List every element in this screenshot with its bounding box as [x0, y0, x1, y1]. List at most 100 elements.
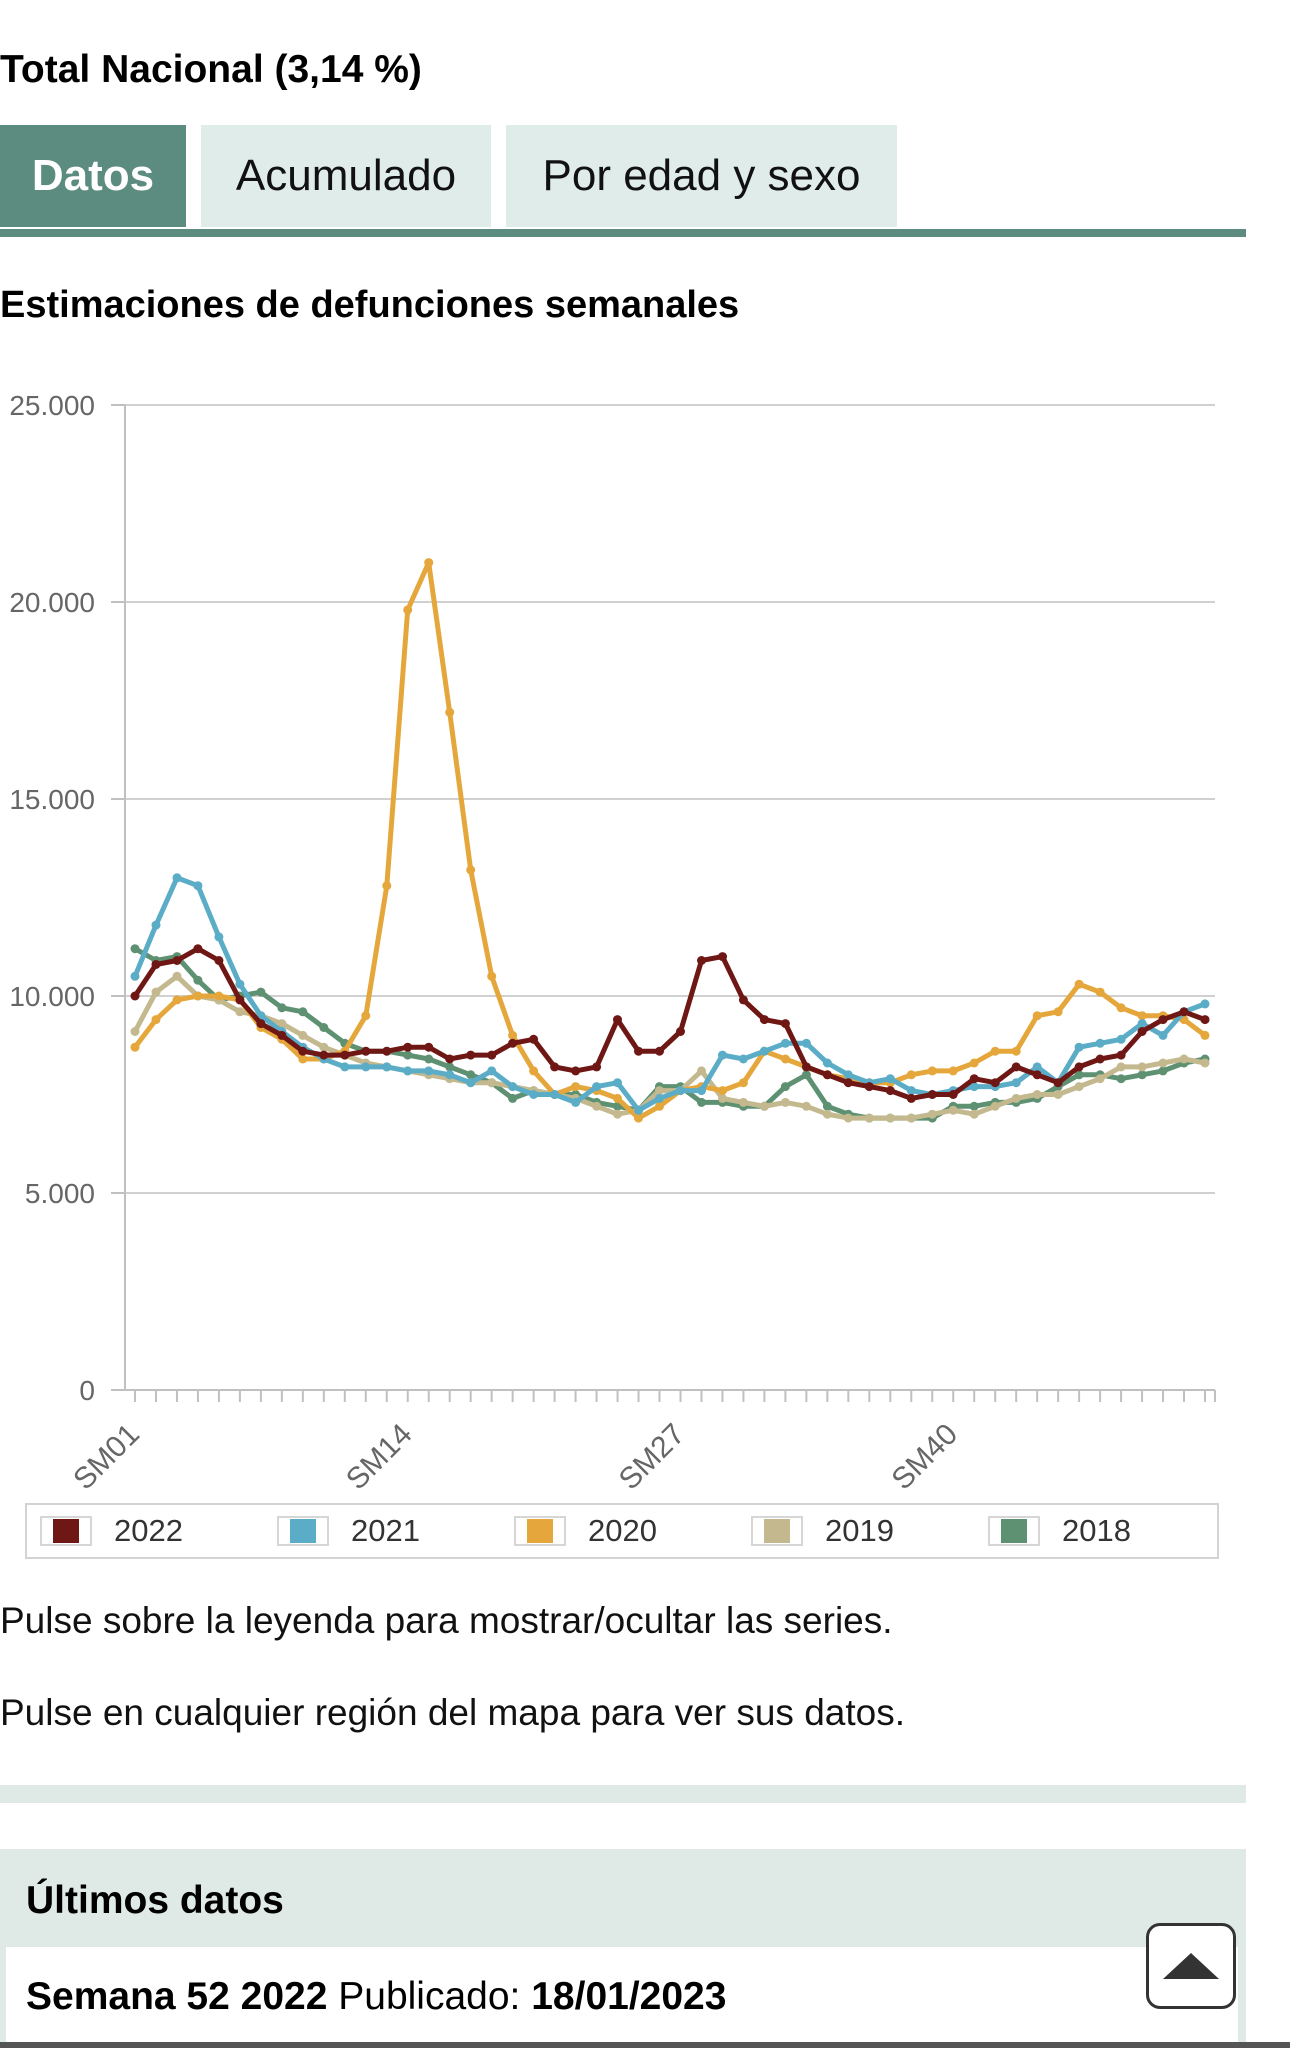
y-tick-label: 5.000 — [25, 1178, 95, 1209]
data-point-2019 — [151, 987, 161, 997]
data-point-2019 — [990, 1101, 1000, 1111]
data-point-2022 — [969, 1074, 979, 1084]
legend-swatch — [751, 1516, 803, 1546]
data-point-2018 — [256, 987, 266, 997]
data-point-2020 — [487, 971, 497, 981]
data-point-2021 — [1200, 999, 1210, 1009]
legend-item-2018[interactable]: 2018 — [988, 1505, 1131, 1557]
data-point-2018 — [508, 1093, 518, 1103]
legend-swatch — [514, 1516, 566, 1546]
data-point-2022 — [1158, 1015, 1168, 1025]
data-point-2020 — [613, 1093, 622, 1103]
data-point-2022 — [1011, 1062, 1021, 1072]
series-line-2022 — [132, 946, 1206, 1101]
data-point-2020 — [1053, 1007, 1063, 1017]
data-point-2022 — [361, 1046, 371, 1056]
data-point-2019 — [1200, 1058, 1210, 1068]
data-point-2019 — [1116, 1062, 1126, 1072]
data-point-2020 — [172, 995, 182, 1005]
data-point-2019 — [592, 1101, 602, 1111]
data-point-2022 — [718, 952, 727, 962]
legend-item-2021[interactable]: 2021 — [277, 1505, 420, 1557]
data-point-2019 — [969, 1109, 979, 1119]
data-point-2018 — [822, 1101, 832, 1111]
data-point-2021 — [676, 1086, 685, 1096]
data-point-2020 — [571, 1082, 581, 1092]
data-point-2022 — [298, 1046, 308, 1056]
published-label: Publicado: — [338, 1975, 521, 2018]
legend-swatch — [40, 1516, 92, 1546]
data-point-2019 — [1053, 1090, 1063, 1099]
legend-item-2020[interactable]: 2020 — [514, 1505, 657, 1557]
data-point-2022 — [864, 1082, 874, 1092]
tab-por-edad-y-sexo[interactable]: Por edad y sexo — [506, 125, 897, 227]
data-point-2021 — [193, 881, 203, 891]
data-point-2020 — [1200, 1030, 1210, 1040]
data-point-2018 — [424, 1054, 434, 1064]
data-point-2018 — [969, 1101, 979, 1111]
data-point-2019 — [172, 971, 182, 981]
data-point-2020 — [634, 1113, 643, 1123]
x-tick-label: SM01 — [67, 1418, 146, 1495]
legend-item-2019[interactable]: 2019 — [751, 1505, 894, 1557]
latest-week: Semana 52 2022 — [26, 1975, 328, 2018]
data-point-2022 — [277, 1030, 287, 1040]
data-point-2019 — [487, 1078, 497, 1088]
data-point-2022 — [801, 1062, 811, 1072]
data-point-2019 — [1137, 1062, 1147, 1072]
latest-data-body: Semana 52 2022 Publicado: 18/01/2023 — [6, 1947, 1238, 2048]
data-point-2019 — [235, 1007, 245, 1017]
data-point-2021 — [172, 873, 182, 883]
data-point-2018 — [193, 975, 203, 985]
data-point-2022 — [445, 1054, 455, 1064]
data-point-2022 — [1032, 1070, 1042, 1080]
data-point-2019 — [697, 1066, 706, 1076]
y-tick-label: 15.000 — [9, 784, 95, 815]
data-point-2021 — [340, 1062, 350, 1072]
data-point-2020 — [424, 558, 434, 568]
region-title: Total Nacional (3,14 %) — [0, 48, 422, 91]
data-point-2021 — [466, 1078, 476, 1088]
data-point-2021 — [1158, 1030, 1168, 1040]
data-point-2020 — [529, 1066, 539, 1076]
data-point-2021 — [424, 1066, 434, 1076]
tab-acumulado[interactable]: Acumulado — [201, 125, 491, 227]
legend-label: 2018 — [1062, 1513, 1131, 1548]
legend-item-2022[interactable]: 2022 — [40, 1505, 183, 1557]
data-point-2021 — [801, 1038, 811, 1048]
latest-data-panel: Últimos datos Semana 52 2022 Publicado: … — [0, 1849, 1246, 2048]
data-point-2021 — [592, 1082, 602, 1092]
data-point-2020 — [445, 707, 455, 717]
data-point-2019 — [718, 1093, 727, 1103]
data-point-2022 — [780, 1019, 790, 1029]
data-point-2022 — [172, 956, 182, 965]
data-point-2019 — [277, 1019, 287, 1029]
data-point-2021 — [214, 932, 224, 942]
tab-datos[interactable]: Datos — [0, 125, 186, 227]
data-point-2022 — [529, 1034, 539, 1044]
data-point-2019 — [1011, 1093, 1021, 1103]
data-point-2019 — [801, 1101, 811, 1111]
data-point-2022 — [990, 1078, 1000, 1088]
legend-label: 2021 — [351, 1513, 420, 1548]
data-point-2021 — [759, 1046, 769, 1056]
data-point-2022 — [1200, 1015, 1210, 1025]
data-point-2022 — [1137, 1027, 1147, 1036]
data-point-2020 — [738, 1078, 748, 1088]
data-point-2019 — [1032, 1090, 1042, 1099]
data-point-2018 — [298, 1007, 308, 1017]
data-point-2019 — [927, 1109, 937, 1119]
latest-data-title: Últimos datos — [26, 1879, 284, 1922]
legend-label: 2022 — [114, 1513, 183, 1548]
data-point-2021 — [571, 1097, 581, 1107]
map-hint: Pulse en cualquier región del mapa para … — [0, 1692, 905, 1733]
data-point-2018 — [319, 1023, 329, 1032]
data-point-2019 — [655, 1086, 664, 1096]
data-point-2019 — [759, 1101, 769, 1111]
data-point-2022 — [655, 1046, 664, 1056]
data-point-2020 — [130, 1042, 140, 1052]
data-point-2020 — [298, 1054, 308, 1064]
data-point-2021 — [697, 1086, 706, 1096]
data-point-2020 — [193, 991, 203, 1001]
scroll-up-button[interactable] — [1146, 1923, 1236, 2009]
